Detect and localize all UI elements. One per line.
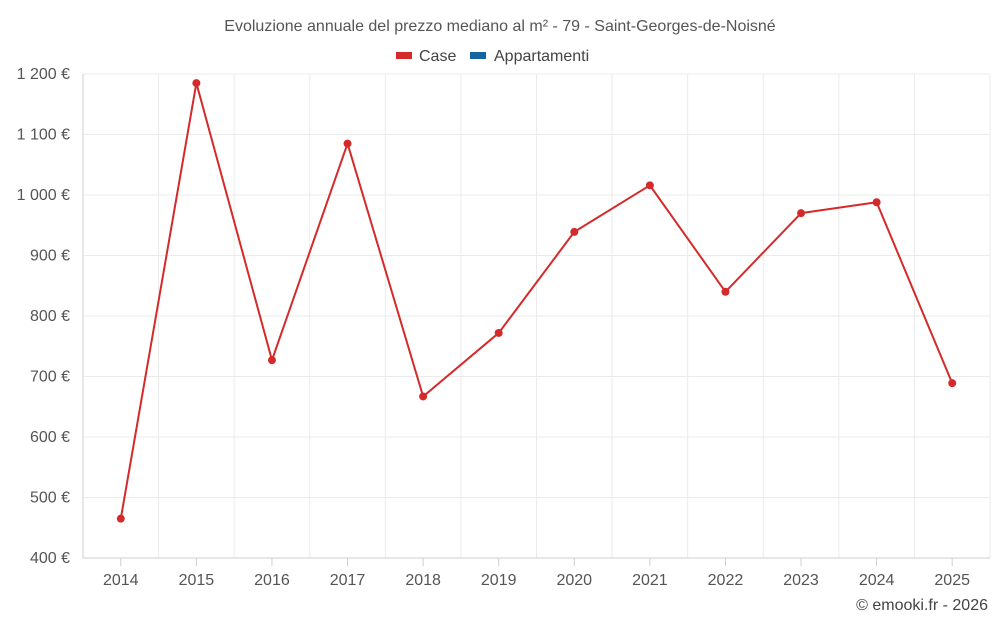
- x-tick-label: 2014: [103, 572, 139, 589]
- data-point[interactable]: [948, 379, 957, 388]
- y-tick-label: 1 200 €: [17, 66, 70, 83]
- x-tick-label: 2019: [481, 572, 517, 589]
- data-point[interactable]: [797, 209, 806, 218]
- legend-swatch-appartamenti: [470, 52, 486, 59]
- legend: Case Appartamenti: [396, 48, 589, 65]
- data-point[interactable]: [872, 198, 881, 207]
- legend-swatch-case: [396, 52, 412, 59]
- data-point[interactable]: [721, 287, 730, 296]
- x-tick-label: 2018: [405, 572, 441, 589]
- x-tick-label: 2015: [179, 572, 215, 589]
- legend-item-case[interactable]: Case: [396, 48, 456, 65]
- chart-title: Evoluzione annuale del prezzo mediano al…: [224, 18, 776, 35]
- legend-item-appartamenti[interactable]: Appartamenti: [470, 48, 589, 65]
- axes: 400 € 500 € 600 € 700 € 800 € 900 € 1 000 € 1 1…: [17, 66, 990, 589]
- legend-label-case: Case: [419, 48, 456, 65]
- legend-label-appartamenti: Appartamenti: [494, 48, 589, 65]
- data-point[interactable]: [192, 79, 201, 88]
- y-tick-label: 600 €: [30, 429, 70, 446]
- y-tick-label: 400 €: [30, 550, 70, 567]
- data-point[interactable]: [494, 328, 503, 337]
- x-tick-label: 2025: [934, 572, 970, 589]
- data-point[interactable]: [570, 227, 579, 236]
- series-line-case: [119, 82, 954, 519]
- y-tick-label: 500 €: [30, 490, 70, 507]
- data-point[interactable]: [343, 139, 352, 148]
- credit-text: © emooki.fr - 2026: [856, 597, 988, 614]
- x-tick-label: 2020: [556, 572, 592, 589]
- x-tick-label: 2021: [632, 572, 668, 589]
- data-point[interactable]: [645, 181, 654, 190]
- x-tick-label: 2022: [708, 572, 744, 589]
- y-tick-label: 1 000 €: [17, 187, 70, 204]
- x-tick-label: 2016: [254, 572, 290, 589]
- series-case: [116, 79, 957, 523]
- x-tick-label: 2024: [859, 572, 895, 589]
- x-tick-label: 2017: [330, 572, 366, 589]
- data-point[interactable]: [267, 356, 276, 365]
- data-point[interactable]: [116, 514, 125, 523]
- y-tick-label: 900 €: [30, 248, 70, 265]
- y-tick-label: 800 €: [30, 308, 70, 325]
- grid: [82, 73, 991, 558]
- x-tick-label: 2023: [783, 572, 819, 589]
- y-tick-label: 1 100 €: [17, 127, 70, 144]
- y-tick-label: 700 €: [30, 369, 70, 386]
- data-point[interactable]: [419, 392, 428, 401]
